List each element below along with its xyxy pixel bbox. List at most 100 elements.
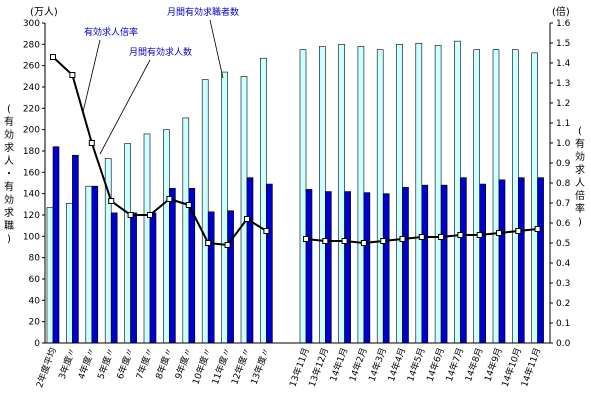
axis-label-char: ・ [4,169,14,180]
category-label: 14年6月 [424,346,447,383]
left-tick-label: 0 [34,339,40,349]
axis-label-char: 職 [4,220,14,232]
right-tick-label: 0.0 [556,339,571,349]
annotations: 有効求人倍率 月間有効求人数 月間有効求職者数 [82,6,239,155]
bar-job-seekers [338,44,345,344]
bar-job-offers [72,154,79,344]
bar-job-offers [440,184,448,344]
left-tick-label: 160 [23,168,40,178]
bar-job-seekers [473,49,481,344]
bar-job-seekers [46,207,54,344]
left-tick-label: 280 [23,40,40,50]
ratio-point [515,228,522,234]
ratio-point [205,240,212,246]
bar-job-offers [207,211,215,344]
ratio-point [185,202,192,208]
bar-job-offers [537,177,544,344]
annotation-job-seekers: 月間有効求職者数 [167,6,239,18]
ratio-point [88,140,95,146]
bar-job-offers [130,212,137,344]
category-label: 3年度〃 [56,346,78,381]
category-label: 14年7月 [443,346,466,383]
bar-job-offers [227,210,234,344]
category-label: 5年度〃 [95,346,117,381]
bar-job-seekers [434,45,442,344]
bar-job-seekers [143,133,151,344]
axis-label-char: 率 [575,202,585,215]
axis-label-char: 求 [575,164,585,176]
axis-label-char: ) [578,217,582,228]
ratio-point [166,196,173,202]
category-label: 14年9月 [482,346,505,383]
bar-job-seekers [260,57,267,344]
bar-job-seekers [221,71,228,344]
right-axis-ticks: 0.0 0.1 0.2 0.3 0.4 0.5 0.6 0.7 0.8 0.9 1.0 1.1 1.2 1… [550,19,571,349]
left-axis-label: (有効求人・有効求職) [4,104,14,245]
right-tick-label: 0.6 [556,219,571,229]
left-tick-label: 100 [23,232,40,242]
bar-job-offers [344,191,351,344]
bar-job-seekers [85,185,93,344]
bar-job-offers [246,177,254,344]
ratio-point [476,232,483,238]
bar-job-offers [479,183,487,344]
category-label: 4年度〃 [75,346,97,381]
axis-label-char: 求 [4,207,14,219]
right-tick-label: 0.1 [556,319,570,329]
axis-label-char: 人 [575,177,585,189]
right-tick-label: 1.0 [556,139,571,149]
right-axis-unit: (倍) [552,5,570,18]
bar-job-offers [517,177,525,344]
axis-label-char: 求 [4,142,14,154]
category-label: 14年4月 [385,346,408,383]
ratio-line-series [50,54,541,248]
bar-job-seekers [492,49,500,344]
axis-label-char: 倍 [575,189,585,202]
bar-job-seekers [376,49,384,344]
left-tick-label: 20 [29,318,41,328]
ratio-point [380,238,387,244]
bar-job-seekers [299,49,307,344]
ratio-point [360,240,367,246]
category-label: 14年3月 [366,346,389,383]
ratio-line [52,56,267,247]
bar-job-offers [149,212,157,344]
axis-label-char: 有 [4,180,14,193]
right-tick-label: 1.1 [556,119,570,129]
right-tick-label: 1.5 [556,39,570,49]
bar-job-seekers [182,117,190,344]
bar-job-offers [460,177,467,344]
bar-job-offers [169,188,176,344]
left-tick-label: 180 [23,147,40,157]
leader-line-job-seekers [209,19,224,79]
left-tick-label: 200 [23,126,40,136]
left-tick-label: 220 [23,104,40,114]
category-label: 14年2月 [346,346,369,383]
axis-label-char: 有 [575,137,585,150]
leader-line-job-offers [99,59,151,155]
bar-job-offers [305,189,313,344]
ratio-point [496,230,502,236]
bar-job-seekers [201,79,209,344]
ratio-point [244,216,250,222]
bar-job-offers [421,184,429,344]
left-tick-label: 40 [29,296,41,306]
bar-job-offers [363,192,371,344]
right-tick-label: 0.5 [556,239,570,249]
bar-job-offers [382,193,390,344]
ratio-point [263,228,270,234]
bar-job-offers [52,146,60,344]
bar-job-seekers [66,202,73,344]
bar-job-seekers [415,42,423,344]
ratio-point [534,226,541,232]
category-label: 14年5月 [404,346,427,383]
category-label: 6年度〃 [114,346,136,381]
right-tick-label: 1.4 [556,59,571,69]
ratio-point [399,236,406,242]
ratio-point [50,54,56,60]
bar-job-seekers [531,52,538,344]
bar-job-seekers [318,46,326,344]
ratio-point [224,242,231,248]
axis-label-char: ( [578,126,582,137]
